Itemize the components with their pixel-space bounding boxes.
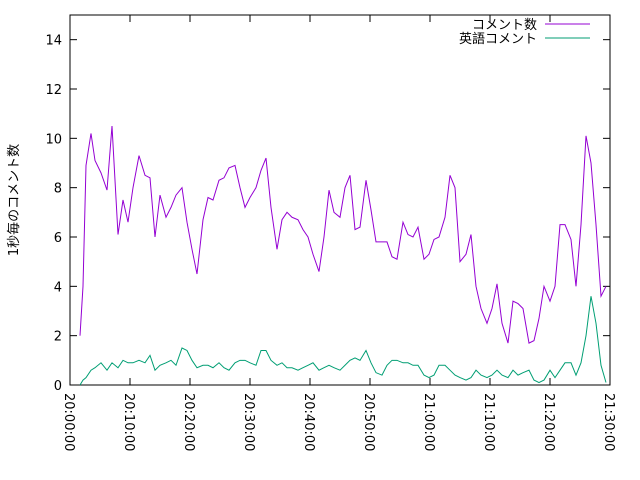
y-tick-label: 0 bbox=[54, 379, 62, 394]
x-tick-label: 20:40:00 bbox=[301, 393, 316, 451]
y-tick-label: 4 bbox=[54, 280, 62, 295]
x-tick-label: 20:10:00 bbox=[121, 393, 136, 451]
x-tick-label: 21:10:00 bbox=[481, 393, 496, 451]
x-tick-label: 20:50:00 bbox=[361, 393, 376, 451]
y-tick-label: 14 bbox=[45, 34, 62, 49]
y-tick-label: 8 bbox=[54, 182, 62, 197]
plot-border bbox=[69, 14, 611, 386]
legend-label: 英語コメント bbox=[459, 31, 537, 47]
y-tick-label: 10 bbox=[45, 132, 62, 147]
data-line bbox=[79, 296, 607, 386]
x-tick-label: 20:20:00 bbox=[181, 393, 196, 451]
x-tick-label: 20:30:00 bbox=[241, 393, 256, 451]
legend-label: コメント数 bbox=[472, 18, 537, 33]
x-tick-label: 21:20:00 bbox=[541, 393, 556, 451]
x-tick-label: 21:30:00 bbox=[601, 393, 616, 451]
y-axis-label: 1秒毎のコメント数 bbox=[6, 144, 22, 256]
y-tick-label: 6 bbox=[54, 231, 62, 246]
y-tick-label: 2 bbox=[54, 330, 62, 345]
x-tick-label: 21:00:00 bbox=[421, 393, 436, 451]
y-tick-label: 12 bbox=[45, 83, 62, 98]
x-tick-label: 20:00:00 bbox=[61, 393, 76, 451]
data-line bbox=[79, 125, 607, 344]
